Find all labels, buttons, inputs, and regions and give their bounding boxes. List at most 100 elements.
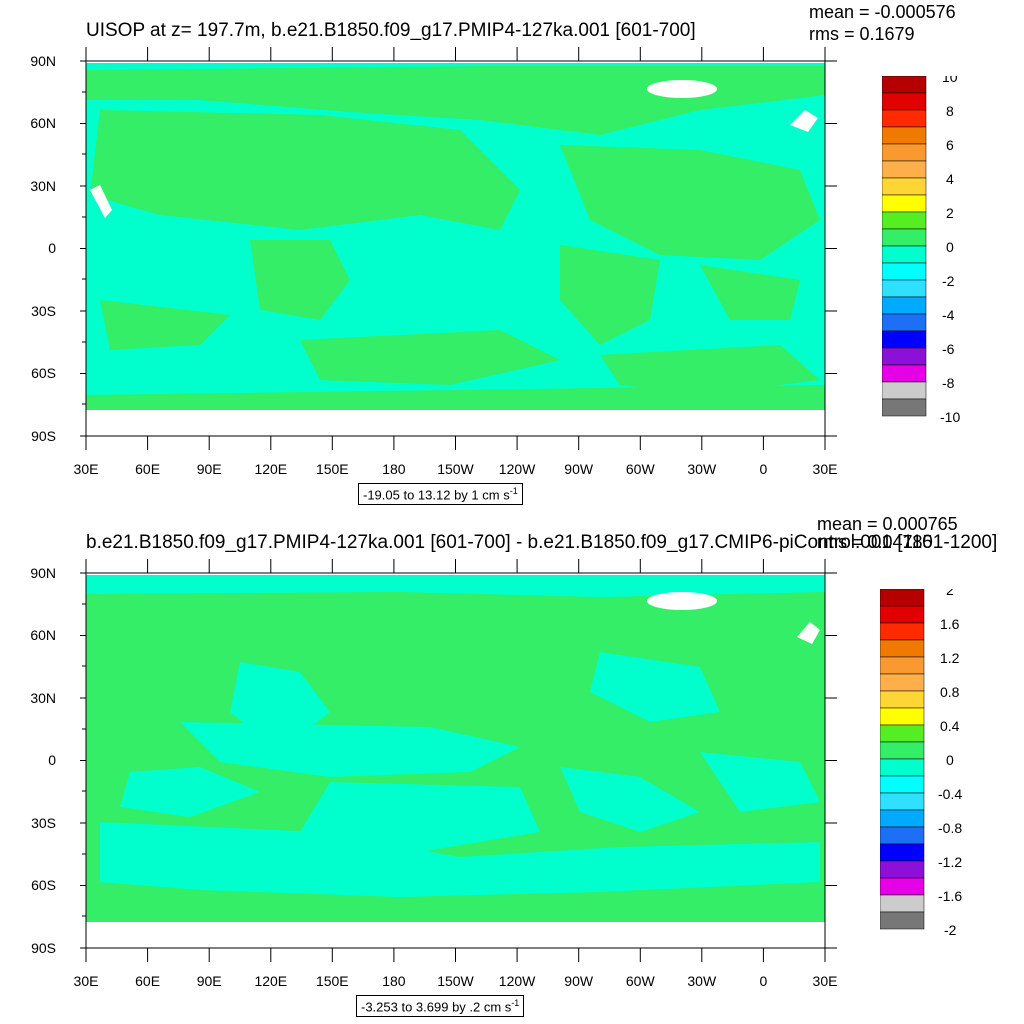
mean-stat: mean = 0.000765 (817, 514, 958, 534)
lon-label: 30W (687, 973, 717, 989)
legend-color-box (881, 92, 927, 111)
map-plot: 90N 60N 30N 0 30S 60S 90S 30E 60E 90E 12… (30, 559, 838, 989)
legend-color-box (879, 588, 925, 607)
legend-color-box (879, 622, 925, 641)
lat-label: 90N (30, 565, 56, 581)
legend-label: -0.8 (938, 820, 962, 836)
lon-labels: 30E 60E 90E 120E 150E 180 150W 120W 90W … (74, 461, 838, 477)
lat-label: 0 (48, 240, 56, 256)
legend-color-box (879, 656, 925, 675)
map-field (86, 575, 825, 948)
panel-bottom: b.e21.B1850.f09_g17.PMIP4-127ka.001 [601… (0, 512, 1024, 1024)
legend-label: -10 (940, 409, 960, 425)
lat-label: 30N (30, 690, 56, 706)
legend-labels: 10 8 6 4 2 0 -2 -4 -6 -8 -10 (940, 69, 960, 425)
legend-label: 1.6 (940, 616, 960, 632)
legend-color-box (881, 398, 927, 417)
legend-label: -2 (942, 273, 955, 289)
legend-color-box (881, 194, 927, 213)
lon-label: 120W (499, 461, 536, 477)
map-plot: 90N 60N 30N 0 30S 60S 90S 30E 60E 90E 12… (30, 47, 838, 477)
rms-stat: rms = 0.04785 (817, 532, 933, 552)
range-text: -19.05 to 13.12 by 1 cm s (363, 487, 510, 503)
lon-label: 30E (74, 461, 99, 477)
map-frame (80, 47, 837, 450)
legend-color-box (879, 673, 925, 692)
lat-label: 90S (31, 940, 56, 956)
legend-label: 10 (942, 76, 958, 85)
lon-labels: 30E 60E 90E 120E 150E 180 150W 120W 90W … (74, 973, 838, 989)
legend-color-box (881, 381, 927, 400)
lon-label: 180 (382, 973, 406, 989)
lat-label: 90S (31, 428, 56, 444)
legend-color-box (881, 364, 927, 383)
legend-color-box (881, 143, 927, 162)
mean-stat: mean = -0.000576 (809, 2, 956, 22)
legend-color-box (881, 245, 927, 264)
legend-color-box (881, 228, 927, 247)
legend-labels: 2 1.6 1.2 0.8 0.4 0 -0.4 -0.8 -1.2 -1.6 … (938, 582, 962, 938)
legend-color-box (879, 911, 925, 930)
legend-color-box (879, 639, 925, 658)
lon-label: 30W (687, 461, 717, 477)
lon-label: 120E (254, 973, 287, 989)
legend-color-box (879, 877, 925, 896)
lon-label: 60E (135, 973, 160, 989)
legend-color-box (881, 160, 927, 179)
legend-label: 4 (946, 171, 954, 187)
legend-color-box (879, 775, 925, 794)
legend-color-box (879, 707, 925, 726)
legend-color-box (879, 741, 925, 760)
legend-color-box (881, 330, 927, 349)
legend-color-box (881, 296, 927, 315)
legend-label: 0.8 (940, 684, 960, 700)
panel-title: UISOP at z= 197.7m, b.e21.B1850.f09_g17.… (86, 20, 696, 41)
map-field (86, 63, 825, 436)
lon-label: 120E (254, 461, 287, 477)
color-legend: 10 8 6 4 2 0 -2 -4 -6 -8 -10 (881, 69, 1022, 431)
legend-label: 0 (946, 752, 954, 768)
lat-label: 30N (30, 178, 56, 194)
legend-color-box (881, 126, 927, 145)
legend-label: 1.2 (940, 650, 960, 666)
lon-label: 90E (197, 461, 222, 477)
lon-label: 30E (813, 973, 838, 989)
legend-color-box (879, 792, 925, 811)
lon-label: 0 (760, 973, 768, 989)
legend-color-box (879, 690, 925, 709)
lon-label: 0 (760, 461, 768, 477)
range-text: -3.253 to 3.699 by .2 cm s (361, 999, 512, 1015)
legend-label: 0.4 (940, 718, 960, 734)
legend-color-box (879, 724, 925, 743)
legend-label: -4 (942, 307, 955, 323)
legend-boxes (881, 75, 927, 417)
legend-label: 2 (946, 205, 954, 221)
lat-labels: 90N 60N 30N 0 30S 60S 90S (30, 53, 56, 444)
panel-top: UISOP at z= 197.7m, b.e21.B1850.f09_g17.… (30, 2, 1022, 506)
lon-label: 150E (316, 461, 349, 477)
legend-label: -2 (944, 922, 957, 938)
contour-range-info: -3.253 to 3.699 by .2 cm s-1 (356, 995, 525, 1018)
legend-color-box (879, 758, 925, 777)
lon-label: 150W (437, 973, 474, 989)
legend-color-box (881, 279, 927, 298)
lon-label: 90E (197, 973, 222, 989)
map-frame (80, 559, 837, 962)
lon-label: 60W (626, 461, 656, 477)
legend-color-box (879, 843, 925, 862)
lon-label: 90W (564, 973, 594, 989)
legend-svg: 2 1.6 1.2 0.8 0.4 0 -0.4 -0.8 -1.2 -1.6 … (879, 582, 962, 938)
legend-label: 0 (946, 239, 954, 255)
lat-label: 0 (48, 752, 56, 768)
legend-label: -1.6 (938, 888, 962, 904)
legend-color-box (881, 347, 927, 366)
range-unit-exponent: -1 (509, 486, 518, 496)
lon-label: 120W (499, 973, 536, 989)
legend-color-box (881, 75, 927, 94)
range-unit-exponent: -1 (511, 998, 520, 1008)
lat-label: 90N (30, 53, 56, 69)
lon-label: 150W (437, 461, 474, 477)
lon-label: 60E (135, 461, 160, 477)
lon-label: 180 (382, 461, 406, 477)
legend-color-box (881, 262, 927, 281)
